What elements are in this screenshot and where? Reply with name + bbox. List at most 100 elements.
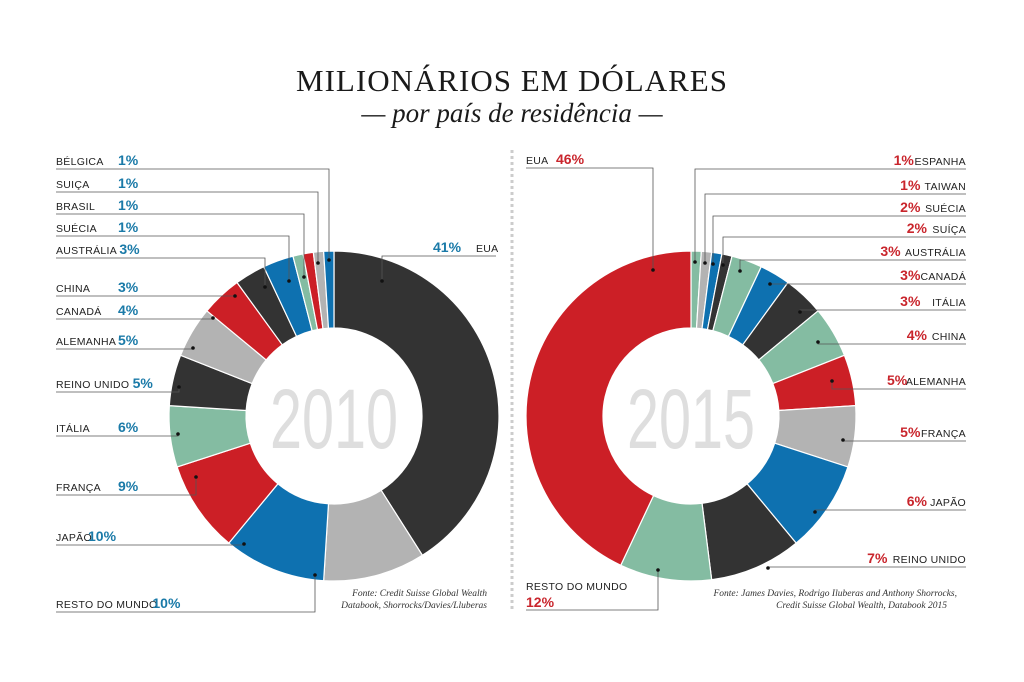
leader-line [526,167,654,270]
label-australia: AUSTRÁLIA [905,246,966,259]
label-eua: EUA [526,155,549,167]
leader-dot [766,566,770,570]
leader-dot [380,279,384,283]
source-line: Credit Suisse Global Wealth, Databook 20… [776,601,947,611]
leader-dot [263,285,267,289]
value-label-australia: 3% [880,243,901,259]
leader-dot [302,275,306,279]
leader-dot [316,261,320,265]
label-espanha: ESPANHA [914,156,966,168]
value-label-eua: 46% [556,151,585,167]
label-eua: EUA [476,243,499,255]
value-label-suica: 1% [118,175,139,191]
leader-dot [813,510,817,514]
value-label-suecia: 1% [118,219,139,235]
leader-line [56,257,266,287]
value-label-canada: 4% [118,302,139,318]
label-alemanha: ALEMANHA [906,376,966,388]
leader-line [526,570,659,611]
label-suecia: SUÉCIA [56,222,97,235]
value-label-alemanha: 5% [118,332,139,348]
label-suecia: SUÉCIA [925,202,966,215]
leader-line [56,235,290,281]
value-label-canada: 3% [900,267,921,283]
label-alemanha: ALEMANHA [56,336,116,348]
chart-subtitle: — por país de residência — [360,98,663,128]
leader-line [56,168,330,260]
leader-line [381,255,496,281]
label-belgica: BÉLGICA [56,155,104,168]
value-label-suica: 2% [907,220,928,236]
leader-dot [233,294,237,298]
leader-line [56,575,316,613]
leader-dot [738,269,742,273]
leader-line [56,348,194,350]
leader-dot [287,279,291,283]
label-brasil: BRASIL [56,201,95,213]
label-australia: AUSTRÁLIA [56,244,117,257]
value-label-brasil: 1% [118,197,139,213]
leader-line [56,318,214,320]
leader-line [694,168,966,262]
leader-dot [721,263,725,267]
value-label-japao: 6% [907,493,928,509]
leader-line [842,440,966,442]
donut-chart-2015: 2015ESPANHA1%TAIWAN1%SUÉCIA2%SUÍÇA2%AUST… [525,151,966,611]
label-japao: JAPÃO [930,496,966,509]
label-taiwan: TAIWAN [925,181,966,193]
value-label-italia: 6% [118,419,139,435]
value-label-franca: 9% [118,478,139,494]
leader-line [739,259,966,271]
label-reino-unido: REINO UNIDO [56,379,129,391]
label-reino-unido: REINO UNIDO [893,554,966,566]
value-label-taiwan: 1% [900,177,921,193]
leader-dot [703,261,707,265]
label-suica: SUÍÇA [932,223,966,236]
leader-dot [816,340,820,344]
leader-line [704,193,966,263]
leader-dot [711,262,715,266]
leader-dot [194,475,198,479]
leader-line [767,566,966,568]
value-label-alemanha: 5% [887,372,908,388]
source-note-2010: Fonte: Credit Suisse Global Wealth Datab… [340,589,487,611]
label-resto-do-mundo: RESTO DO MUNDO [526,581,627,593]
chart-title: MILIONÁRIOS EM DÓLARES [296,63,728,98]
value-label-suecia: 2% [900,199,921,215]
leader-dot [693,260,697,264]
leader-dot [651,268,655,272]
label-canada: CANADÁ [56,305,102,318]
leader-line [56,191,319,263]
value-label-japao: 10% [88,528,117,544]
leader-dot [242,542,246,546]
leader-dot [768,282,772,286]
leader-line [712,215,966,264]
leader-dot [841,438,845,442]
label-canada: CANADÁ [920,270,966,283]
value-label-china: 3% [118,279,139,295]
source-line: Databook, Shorrocks/Davies/Lluberas [340,601,487,611]
value-label-resto-do-mundo: 10% [152,595,181,611]
leader-dot [656,568,660,572]
leader-dot [211,316,215,320]
label-franca: FRANÇA [921,428,966,440]
leader-line [831,381,966,390]
leader-line [56,213,305,277]
donut-hole [246,328,422,504]
leader-line [56,477,197,496]
label-resto-do-mundo: RESTO DO MUNDO [56,599,157,611]
source-line: Fonte: Credit Suisse Global Wealth [351,589,487,599]
leader-dot [177,385,181,389]
donut-hole [603,328,779,504]
source-note-2015: Fonte: James Davies, Rodrigo Iluberas an… [712,589,957,611]
leader-dot [798,310,802,314]
label-japao: JAPÃO [56,531,92,544]
label-china: CHINA [932,331,966,343]
label-franca: FRANÇA [56,482,101,494]
value-label-eua: 41% [433,239,462,255]
label-suica: SUIÇA [56,179,90,191]
leader-dot [191,346,195,350]
year-label: 2015 [627,372,755,466]
